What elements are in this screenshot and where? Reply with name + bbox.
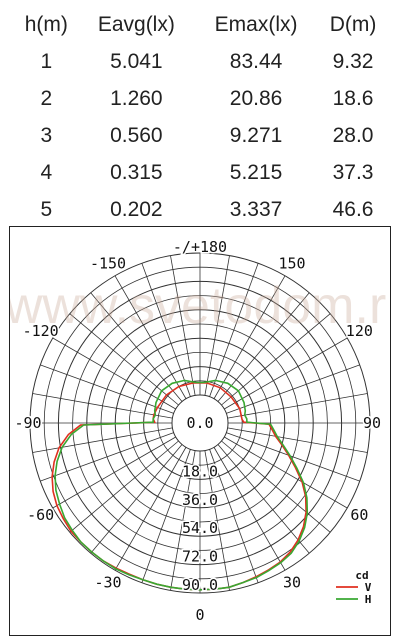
table-cell: 3.337	[229, 197, 283, 221]
angle-label: 0	[195, 606, 204, 624]
table-cell: 0.560	[110, 123, 163, 147]
polar-light-distribution-chart: -/+180 -150 150 -120 120 -90 90 -60 60 -30 30 0 0.0 1…	[10, 237, 389, 626]
polar-grid	[29, 252, 371, 594]
grid-spoke	[217, 292, 310, 402]
table-cell: 5	[40, 197, 53, 221]
table-cell: 5.215	[229, 160, 283, 184]
polar-series	[51, 379, 309, 591]
table-row: 3 0.560 9.271 28.0	[14, 117, 388, 154]
angle-label: 120	[346, 322, 373, 340]
table-cell: 20.86	[229, 86, 283, 110]
grid-spoke	[170, 450, 196, 591]
legend-label-V: V	[365, 581, 372, 594]
radial-tick-label: 54.0	[182, 519, 218, 537]
watermark: www.svetodom.ru	[10, 277, 389, 335]
grid-spoke	[213, 275, 286, 399]
grid-spoke	[69, 313, 179, 406]
table-cell: 0.202	[110, 197, 163, 221]
angle-label: 30	[283, 573, 301, 591]
grid-spoke	[221, 440, 331, 533]
angle-label: -30	[94, 573, 121, 591]
angle-label: 90	[363, 414, 381, 432]
grid-spoke	[114, 275, 187, 399]
grid-spoke	[226, 364, 360, 414]
table-cell: 2	[40, 86, 53, 110]
polar-labels: -/+180 -150 150 -120 120 -90 90 -60 60 -30 30 0 0.0 1…	[13, 237, 383, 626]
grid-spoke	[217, 444, 310, 554]
legend-title: cd	[355, 569, 368, 582]
table-cell: 9.32	[332, 49, 374, 73]
table-cell: 4	[40, 160, 53, 184]
grid-spoke	[209, 449, 259, 583]
radial-tick-label: 90.0	[182, 576, 218, 594]
angle-label: 60	[350, 506, 368, 524]
grid-spoke	[204, 255, 230, 396]
header-emax: Emax(lx)	[214, 12, 298, 36]
grid-spoke	[32, 393, 173, 419]
table-cell: 5.041	[110, 49, 163, 73]
table-row: 4 0.315 5.215 37.3	[14, 154, 388, 191]
radial-tick-label: 72.0	[182, 548, 218, 566]
grid-spoke	[141, 263, 191, 397]
table-cell: 9.271	[229, 123, 283, 147]
angle-label: -60	[27, 506, 54, 524]
grid-spoke	[114, 447, 187, 571]
table-row: 5 0.202 3.337 46.6	[14, 191, 388, 228]
header-eavg: Eavg(lx)	[97, 12, 175, 36]
illuminance-table-area: h(m) Eavg(lx) Emax(lx) D(m) 1 5.041 83.4…	[0, 0, 400, 221]
grid-spoke	[141, 449, 191, 583]
radial-tick-label: 36.0	[182, 491, 218, 509]
table-cell: 0.315	[110, 160, 163, 184]
grid-spoke	[209, 263, 259, 397]
series-H-curve	[54, 379, 309, 591]
grid-spoke	[32, 427, 173, 453]
table-cell: 28.0	[332, 123, 374, 147]
grid-spoke	[226, 432, 360, 482]
grid-spoke	[69, 440, 179, 533]
table-header-row: h(m) Eavg(lx) Emax(lx) D(m)	[14, 6, 388, 43]
grid-spoke	[204, 450, 230, 591]
grid-spoke	[40, 432, 174, 482]
header-height: h(m)	[24, 12, 68, 36]
table-cell: 1.260	[110, 86, 163, 110]
header-diameter: D(m)	[329, 12, 377, 36]
legend-label-H: H	[365, 593, 372, 606]
grid-spoke	[90, 444, 183, 554]
grid-spoke	[52, 337, 176, 410]
angle-label: -/+180	[173, 238, 227, 256]
table-row: 1 5.041 83.44 9.32	[14, 43, 388, 80]
table-cell: 46.6	[332, 197, 374, 221]
grid-spoke	[227, 393, 368, 419]
grid-spoke	[224, 337, 348, 410]
radial-tick-label: 0.0	[186, 414, 213, 432]
grid-spoke	[221, 313, 331, 406]
grid-spoke	[52, 436, 176, 509]
grid-spoke	[227, 427, 368, 453]
angle-label: 150	[278, 255, 305, 273]
table-row: 2 1.260 20.86 18.6	[14, 80, 388, 117]
radial-tick-label: 18.0	[182, 462, 218, 480]
angle-label: -150	[90, 255, 126, 273]
grid-spoke	[170, 255, 196, 396]
illuminance-table: h(m) Eavg(lx) Emax(lx) D(m) 1 5.041 83.4…	[14, 6, 388, 228]
grid-spoke	[90, 292, 183, 402]
angle-label: -90	[14, 414, 41, 432]
table-cell: 1	[40, 49, 53, 73]
grid-spoke	[224, 436, 348, 509]
table-cell: 83.44	[229, 49, 283, 73]
angle-label: -120	[23, 322, 59, 340]
grid-spoke	[40, 364, 174, 414]
table-cell: 37.3	[332, 160, 374, 184]
polar-diagram-frame: -/+180 -150 150 -120 120 -90 90 -60 60 -30 30 0 0.0 1…	[9, 226, 391, 636]
table-cell: 3	[40, 123, 53, 147]
grid-spoke	[213, 447, 286, 571]
table-cell: 18.6	[332, 86, 374, 110]
